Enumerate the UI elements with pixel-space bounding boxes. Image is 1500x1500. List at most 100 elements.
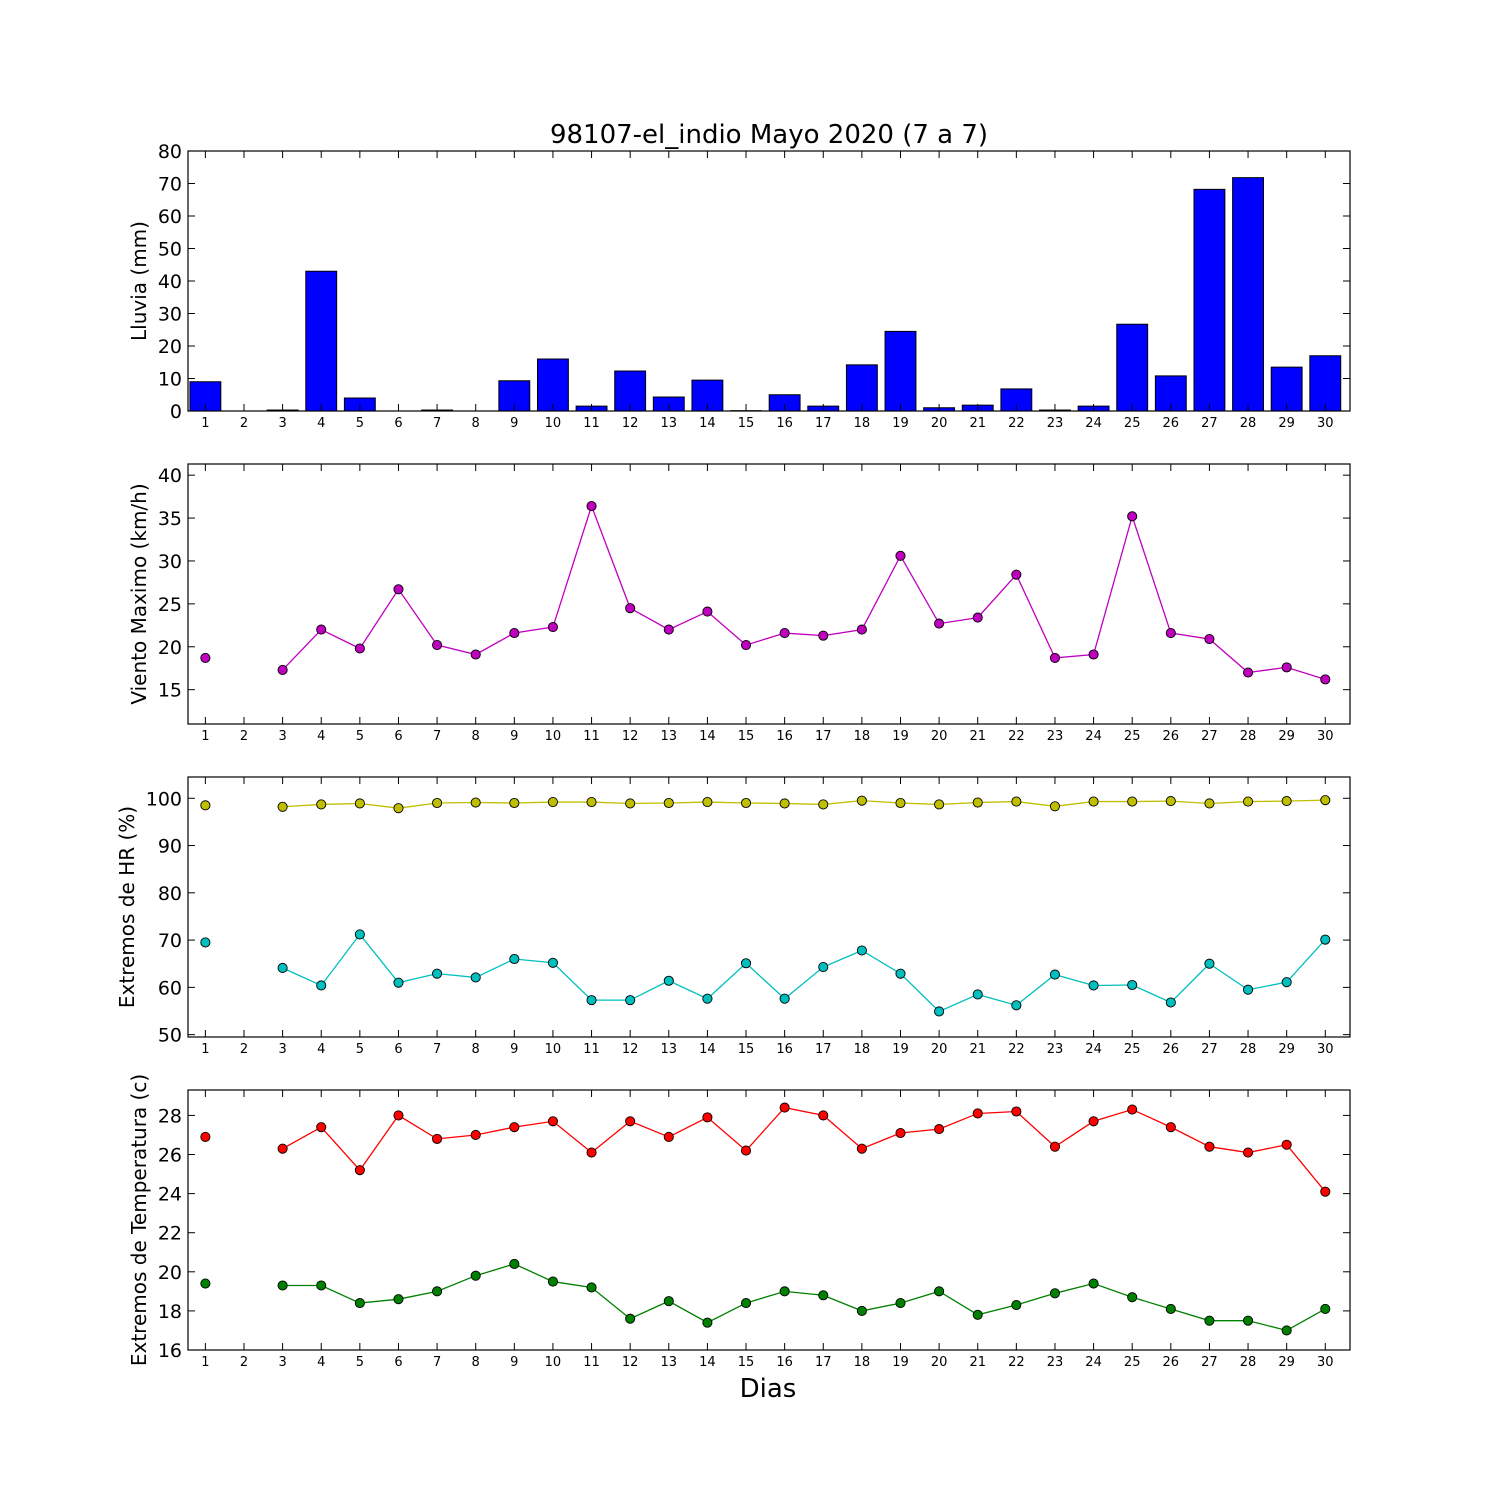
humidity-xtick-label: 8 [472,1042,480,1057]
temperature-series-0-point-day-23 [1049,1141,1061,1152]
rain-xtick-label: 24 [1085,416,1102,431]
rain-ytick-label: 10 [158,369,182,391]
temperature-series-0-point-day-16 [779,1102,790,1113]
humidity-series-1-point-day-21 [972,989,983,1000]
humidity-series-1-point-day-8 [470,972,481,983]
temperature-series-0-point-day-9 [509,1122,520,1133]
rain-xtick-label: 30 [1317,416,1334,431]
temperature-series-0-point-day-24 [1088,1116,1099,1127]
wind-series-0-point-day-30 [1320,674,1331,685]
temperature-series-1-line-1 [282,1263,1326,1332]
temperature-xtick-label: 2 [240,1355,248,1370]
rain-xtick-label: 25 [1124,416,1141,431]
temperature-series-1-point-day-21 [972,1309,983,1320]
wind-series-0-point-day-6 [393,584,404,595]
humidity-ytick-label: 90 [158,836,182,858]
temperature-series-1-point-day-18 [856,1305,867,1316]
humidity-series-1-point-day-7 [432,968,443,979]
humidity-xtick-label: 5 [356,1042,364,1057]
humidity-xtick-label: 21 [969,1042,986,1057]
temperature-xtick-label: 25 [1124,1355,1141,1370]
humidity-xtick-label: 4 [317,1042,325,1057]
wind-xtick-label: 23 [1047,729,1064,744]
temperature-xtick-label: 13 [661,1355,678,1370]
humidity-xtick-label: 13 [661,1042,678,1057]
humidity-series-0-point-day-30 [1320,795,1331,806]
temperature-xtick-label: 20 [931,1355,948,1370]
temperature-xtick-label: 15 [738,1355,755,1370]
temperature-series-0-point-day-14 [702,1112,713,1123]
humidity-series-1-point-day-15 [740,958,752,969]
humidity-series-1-point-day-9 [509,953,520,965]
temperature-ytick-label: 20 [158,1262,182,1284]
temperature-series-0-point-day-1 [200,1131,211,1142]
humidity-xtick-label: 27 [1201,1042,1218,1057]
humidity-xtick-label: 17 [815,1042,832,1057]
temperature-series-1-point-day-14 [702,1317,713,1328]
temperature-ytick-label: 28 [158,1105,182,1127]
temperature-series-0-point-day-21 [972,1108,983,1119]
temperature-xtick-label: 5 [356,1355,364,1370]
humidity-xtick-label: 30 [1317,1042,1334,1057]
rain-xtick-label: 1 [201,416,209,431]
temperature-series-0-point-day-18 [856,1143,867,1154]
humidity-series-1-point-day-29 [1281,977,1292,988]
wind-series-0-point-day-11 [586,500,597,512]
humidity-series-0-line-1 [282,799,1326,809]
humidity-xtick-label: 20 [931,1042,948,1057]
temperature-series-1-point-day-28 [1243,1315,1254,1326]
wind-xtick-label: 28 [1240,729,1257,744]
humidity-ytick-label: 70 [158,930,182,952]
wind-series-0-point-day-12 [625,603,636,614]
bar-day-19 [884,330,917,412]
rain-xtick-label: 4 [317,416,325,431]
humidity-xtick-label: 9 [510,1042,518,1057]
wind-ytick-label: 35 [158,508,182,530]
humidity-series-1-point-day-11 [586,995,597,1006]
humidity-series-0-point-day-22 [1011,796,1022,807]
temperature-series-0-point-day-28 [1243,1147,1254,1158]
temperature-series-0-point-day-8 [470,1129,481,1141]
wind-series-0-point-day-1 [200,652,211,663]
humidity-series-1-line-1 [282,933,1326,1013]
wind-xtick-label: 21 [969,729,986,744]
temperature-series-0-point-day-29 [1281,1139,1292,1150]
wind-series-0-point-day-15 [740,640,752,651]
wind-xtick-label: 5 [356,729,364,744]
wind-ytick-label: 25 [158,594,182,616]
rain-xtick-label: 17 [815,416,832,431]
humidity-series-0-point-day-25 [1127,796,1138,807]
wind-series-0-point-day-19 [895,550,906,561]
chart-title: 98107-el_indio Mayo 2020 (7 a 7) [550,120,988,150]
humidity-series-1-point-day-27 [1204,958,1215,969]
wind-xtick-label: 22 [1008,729,1025,744]
rain-ytick-label: 0 [170,401,182,423]
bar-day-28 [1232,177,1264,412]
wind-xtick-label: 10 [545,729,562,744]
humidity-series-1-point-day-14 [702,993,713,1004]
wind-ytick-label: 20 [158,637,182,659]
rain-ytick-label: 30 [158,304,182,326]
temperature-xtick-label: 7 [433,1355,441,1370]
humidity-axes-frame [187,776,1351,1038]
bar-day-10 [536,358,569,412]
rain-xtick-label: 28 [1240,416,1257,431]
humidity-ytick-label: 50 [158,1025,182,1047]
temperature-series-0-point-day-22 [1011,1106,1022,1117]
rain-xtick-label: 8 [472,416,480,431]
temperature-series-0-point-day-3 [277,1143,288,1154]
humidity-xtick-label: 24 [1085,1042,1102,1057]
temperature-series-1-point-day-5 [354,1298,365,1309]
wind-xtick-label: 1 [201,729,209,744]
wind-xtick-label: 6 [394,729,402,744]
humidity-panel: 1 2 3 4 5 6 7 8 9 10 11 12 13 14 15 16 17 18 19 20 21 22 23 24 2… [115,776,1351,1057]
wind-ytick-label: 30 [158,551,182,573]
wind-series-0-point-day-14 [702,606,713,617]
temperature-series-1-point-day-16 [779,1286,790,1297]
temperature-series-0-point-day-26 [1165,1122,1176,1133]
rain-xtick-label: 23 [1047,416,1064,431]
rain-xtick-label: 15 [738,416,755,431]
temperature-series-0-point-day-30 [1320,1186,1331,1197]
wind-series-0-point-day-27 [1204,634,1215,645]
temperature-xtick-label: 23 [1047,1355,1064,1370]
